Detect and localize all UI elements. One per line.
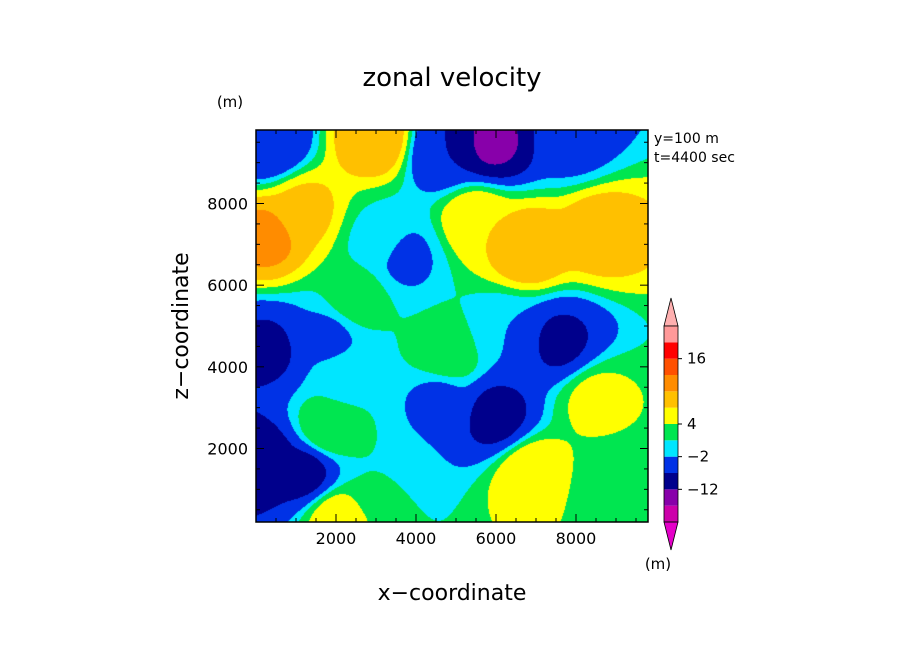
colorbar-segment [664, 342, 678, 359]
chart-title: zonal velocity [362, 63, 541, 93]
x-tick-label: 4000 [396, 529, 437, 548]
colorbar-tick-label: 4 [687, 415, 697, 433]
y-axis-label: z−coordinate [169, 252, 194, 399]
y-tick-label: 4000 [207, 358, 248, 377]
colorbar-segment [664, 505, 678, 522]
y-tick-label: 6000 [207, 276, 248, 295]
x-axis: 2000 4000 6000 8000 [275, 130, 637, 548]
colorbar: 16 4 −2 −12 [663, 297, 719, 551]
velocity-contour-field [256, 130, 648, 522]
y-tick-label: 8000 [207, 195, 248, 214]
x-axis-label: x−coordinate [378, 581, 527, 606]
colorbar-over-triangle [663, 297, 679, 327]
colorbar-segment [664, 358, 678, 375]
colorbar-segment [664, 489, 678, 506]
y-axis: 2000 4000 6000 8000 [207, 141, 648, 511]
x-tick-label: 6000 [476, 529, 517, 548]
annotation-y: y=100 m [654, 131, 719, 147]
y-tick-label: 2000 [207, 440, 248, 459]
annotation-t: t=4400 sec [654, 150, 735, 166]
colorbar-segment [664, 473, 678, 490]
colorbar-under-triangle [663, 521, 679, 551]
colorbar-tick-label: −2 [687, 448, 709, 466]
colorbar-segment [664, 456, 678, 473]
y-unit-label: (m) [217, 93, 243, 111]
colorbar-segment [664, 440, 678, 457]
colorbar-segment [664, 407, 678, 424]
x-tick-label: 2000 [316, 529, 357, 548]
x-tick-label: 8000 [556, 529, 597, 548]
colorbar-unit-label: (m) [645, 555, 671, 573]
colorbar-segment [664, 375, 678, 392]
colorbar-segment [664, 326, 678, 343]
colorbar-tick-label: 16 [687, 350, 706, 368]
colorbar-tick-label: −12 [687, 480, 719, 498]
colorbar-segment [664, 391, 678, 408]
plot-area [255, 129, 649, 523]
colorbar-segment [664, 424, 678, 441]
